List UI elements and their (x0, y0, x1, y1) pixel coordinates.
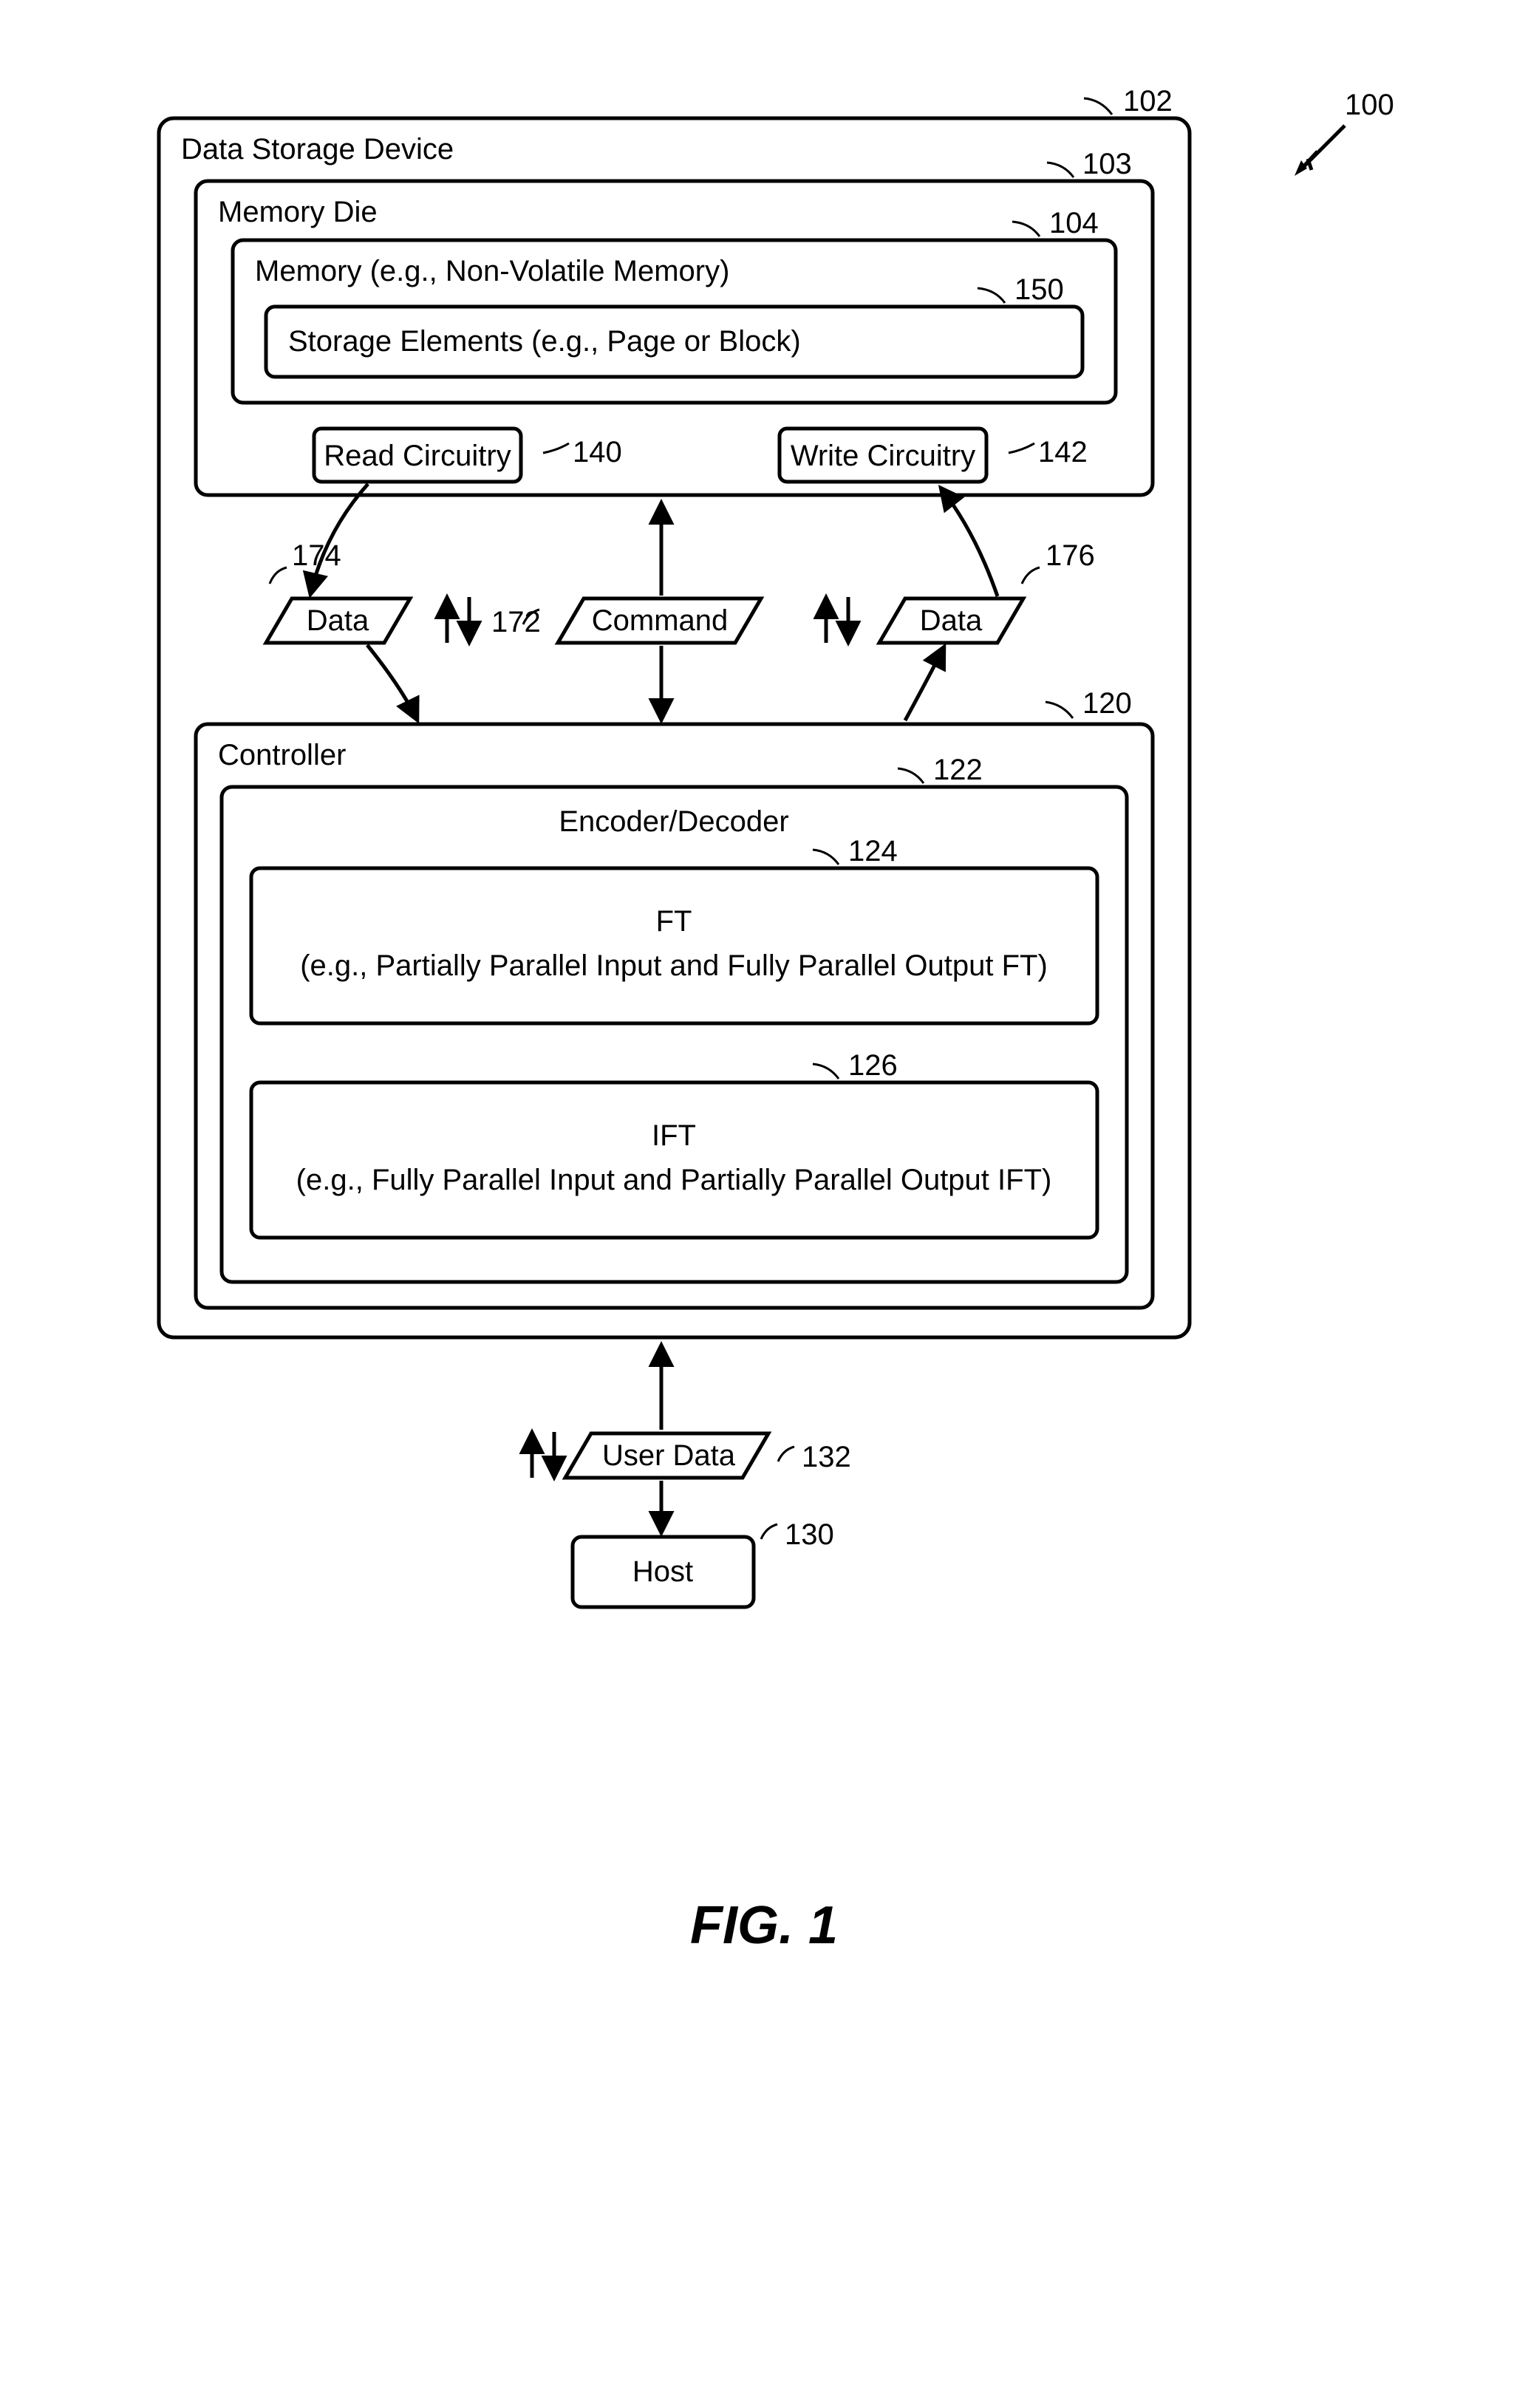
ref-120: 120 (1082, 687, 1132, 720)
ref-172: 172 (491, 606, 541, 638)
ref-leader-103 (1047, 163, 1074, 177)
ref-103: 103 (1082, 148, 1132, 180)
label-ift-sub: (e.g., Fully Parallel Input and Partiall… (296, 1164, 1052, 1196)
label-encoder-decoder: Encoder/Decoder (559, 805, 788, 838)
label-data-storage-device: Data Storage Device (181, 133, 454, 166)
label-memory-die: Memory Die (218, 196, 378, 228)
ref-leader-176 (1022, 567, 1040, 584)
box-encoder-decoder (222, 787, 1127, 1282)
ref-leader-102 (1084, 98, 1112, 115)
label-ft-sub: (e.g., Partially Parallel Input and Full… (300, 949, 1048, 982)
ref-130: 130 (785, 1518, 834, 1551)
box-ft (251, 868, 1097, 1023)
ref-176: 176 (1046, 539, 1095, 572)
label-user-data: User Data (602, 1439, 736, 1472)
box-ift (251, 1082, 1097, 1238)
ref-leader-126 (813, 1064, 839, 1079)
ref-124: 124 (848, 835, 898, 867)
ref-leader-150 (978, 288, 1005, 303)
label-command: Command (592, 604, 729, 637)
ref-leader-120 (1046, 702, 1073, 718)
label-ft-title: FT (656, 905, 692, 938)
label-storage-elements: Storage Elements (e.g., Page or Block) (288, 325, 801, 358)
ref-102: 102 (1123, 85, 1173, 117)
ref-leader-104 (1012, 222, 1040, 236)
arrow-data176-to-write (941, 488, 997, 596)
ref-150: 150 (1014, 273, 1064, 306)
ref-leader-140 (543, 443, 569, 453)
label-read-circuitry: Read Circuitry (324, 440, 511, 472)
ref-leader-132 (778, 1447, 794, 1461)
ref-122: 122 (933, 754, 983, 786)
label-memory: Memory (e.g., Non-Volatile Memory) (255, 255, 729, 287)
arrow-controller-to-data176 (905, 647, 944, 720)
ref-leader-122 (898, 768, 924, 783)
ref-100: 100 (1345, 89, 1394, 121)
ref-142: 142 (1038, 436, 1088, 468)
ref-174: 174 (292, 539, 341, 572)
ref-leader-142 (1009, 443, 1034, 453)
figure-1-diagram: 100 Data Storage Device 102 Memory Die 1… (0, 0, 1528, 2408)
ref-leader-124 (813, 850, 839, 864)
ref-leader-174 (270, 567, 287, 584)
label-write-circuitry: Write Circuitry (791, 440, 975, 472)
label-controller: Controller (218, 739, 346, 771)
ref-leader-130 (761, 1524, 777, 1539)
ref-126: 126 (848, 1049, 898, 1082)
figure-title: FIG. 1 (690, 1896, 838, 1955)
label-host: Host (632, 1555, 693, 1588)
label-ift-title: IFT (652, 1119, 696, 1152)
label-data-left: Data (307, 604, 369, 637)
label-data-right: Data (920, 604, 983, 637)
ref-100-arrow (1295, 126, 1345, 176)
ref-132: 132 (802, 1441, 851, 1473)
ref-104: 104 (1049, 207, 1099, 239)
ref-140: 140 (573, 436, 622, 468)
arrow-data174-to-controller (367, 645, 417, 720)
